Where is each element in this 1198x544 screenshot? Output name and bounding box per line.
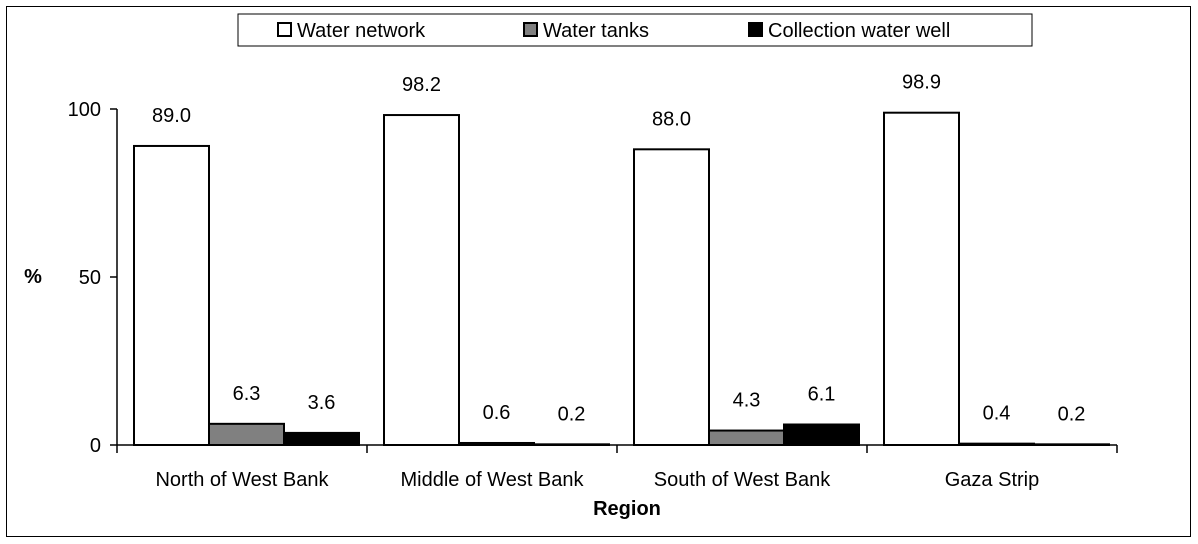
data-label: 4.3: [733, 390, 761, 412]
bar: [283, 431, 360, 446]
legend-swatch: [748, 22, 763, 37]
chart-frame: [6, 6, 1191, 537]
data-label: 98.2: [402, 74, 441, 96]
x-tick-label: Middle of West Bank: [400, 469, 584, 491]
data-label: 88.0: [652, 108, 691, 130]
axes: 0 50 100 North of West Bank Middle of West B…: [68, 99, 1118, 491]
y-tick-label: 0: [90, 435, 101, 457]
data-label: 3.6: [308, 392, 336, 414]
data-label: 98.9: [902, 72, 941, 94]
legend-label: Collection water well: [768, 20, 950, 42]
data-label: 0.6: [483, 402, 511, 424]
bar: [783, 423, 860, 446]
x-tick-label: North of West Bank: [155, 469, 329, 491]
data-label: 89.0: [152, 105, 191, 127]
x-tick-label: Gaza Strip: [945, 469, 1039, 491]
x-axis-label: Region: [593, 498, 661, 520]
bar: [633, 148, 710, 446]
legend: Water network Water tanks Collection water…: [237, 13, 1033, 47]
legend-swatch: [277, 22, 292, 37]
bar: [1033, 443, 1110, 447]
bar: [383, 114, 460, 446]
bar: [708, 429, 785, 447]
bar: [133, 144, 210, 447]
legend-label: Water network: [297, 20, 426, 42]
data-label: 0.2: [1058, 403, 1086, 425]
legend-label: Water tanks: [543, 20, 649, 42]
bars: [133, 111, 1110, 447]
bar: [958, 442, 1035, 447]
bar: [883, 111, 960, 446]
data-label: 6.3: [233, 383, 261, 405]
x-tick-label: South of West Bank: [654, 469, 831, 491]
data-label: 6.1: [808, 384, 836, 406]
y-axis-label: %: [24, 266, 42, 288]
y-tick-label: 50: [79, 267, 101, 289]
labels: 89.0 98.2 88.0 98.9 6.3 0.6 4.3 0.4 3.6 0.2 6.1 0.2: [152, 72, 1085, 426]
bar: [533, 443, 610, 447]
legend-swatch: [523, 22, 538, 37]
bar: [458, 441, 535, 447]
data-label: 0.2: [558, 403, 586, 425]
bar: [208, 422, 285, 446]
legend-box: [237, 13, 1033, 47]
y-tick-label: 100: [68, 99, 101, 121]
data-label: 0.4: [983, 403, 1011, 425]
